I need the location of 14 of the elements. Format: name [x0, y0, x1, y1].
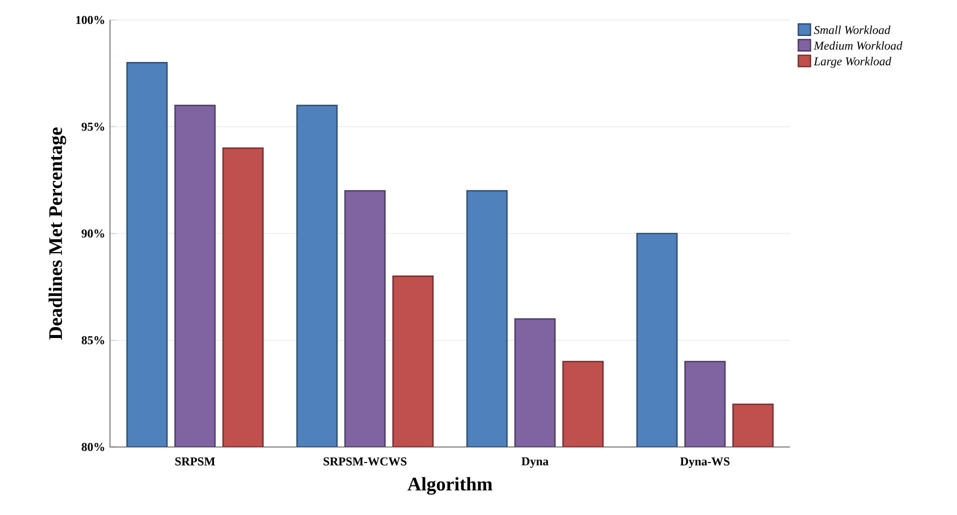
x-tick-label: Dyna-WS: [680, 457, 730, 468]
y-tick-label: 85%: [82, 336, 104, 344]
y-tick-label: 100%: [76, 16, 104, 24]
y-tick-label: 80%: [82, 442, 104, 452]
x-tick-label: Dyna: [522, 457, 548, 468]
legend-label: Large Workload: [814, 56, 892, 68]
y-axis-title: Deadlines Met Percentage: [48, 128, 66, 340]
legend-label: Small Workload: [814, 26, 890, 34]
x-tick-label: SRPSM: [175, 457, 215, 466]
x-axis-title: Algorithm: [408, 477, 492, 495]
y-tick-label: 95%: [82, 122, 104, 131]
y-tick-label: 90%: [82, 229, 104, 238]
legend-label: Medium Workload: [814, 41, 902, 50]
x-tick-label: SRPSM-WCWS: [324, 457, 406, 466]
